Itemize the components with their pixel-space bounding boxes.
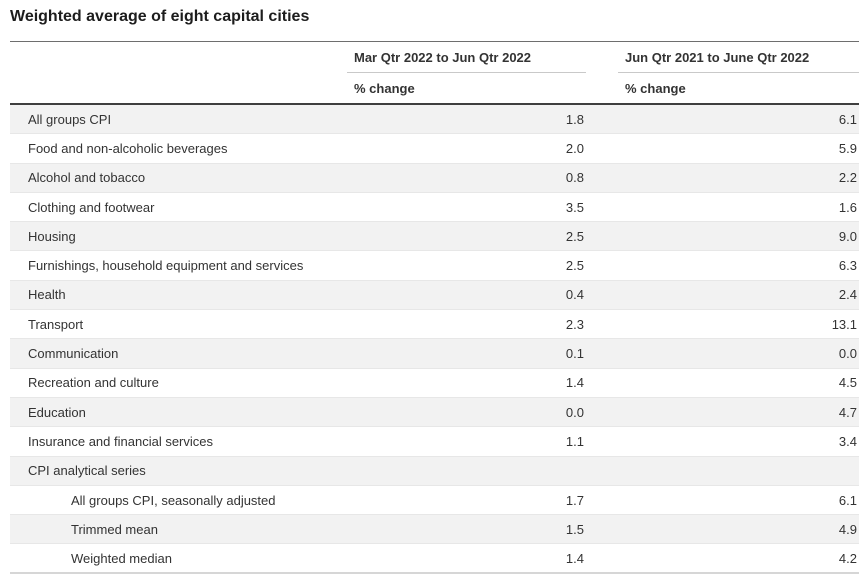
section-header-row: CPI analytical series [10, 456, 859, 486]
qtr-change-value: 1.4 [565, 375, 584, 391]
annual-change-value: 3.4 [838, 433, 857, 449]
annual-change-value: 6.1 [838, 111, 857, 127]
table-row: Furnishings, household equipment and ser… [10, 251, 859, 281]
column-header-annual: Jun Qtr 2021 to June Qtr 2022 [618, 42, 859, 73]
table-row: Health 0.4 2.4 [10, 280, 859, 311]
table-row: All groups CPI 1.8 6.1 [10, 105, 859, 135]
row-label: Weighted median [71, 550, 172, 566]
qtr-change-value: 0.4 [565, 287, 584, 303]
annual-change-value: 2.4 [838, 287, 857, 303]
row-label: Education [28, 404, 86, 420]
qtr-change-value: 3.5 [565, 199, 584, 215]
qtr-change-value: 2.0 [565, 140, 584, 156]
table-row: Clothing and footwear 3.5 1.6 [10, 193, 859, 223]
table-row: Weighted median 1.4 4.2 [10, 544, 859, 574]
unit-header-row: % change % change [10, 73, 859, 103]
annual-change-value: 4.5 [838, 375, 857, 391]
qtr-change-value: 0.1 [565, 346, 584, 362]
table-row: Food and non-alcoholic beverages 2.0 5.9 [10, 134, 859, 164]
row-label: Clothing and footwear [28, 199, 155, 215]
row-label: Transport [28, 316, 84, 332]
annual-change-value: 6.1 [838, 492, 857, 508]
cpi-table: Mar Qtr 2022 to Jun Qtr 2022 Jun Qtr 202… [10, 41, 859, 574]
row-label: Recreation and culture [28, 375, 159, 391]
table-row: Recreation and culture 1.4 4.5 [10, 369, 859, 398]
annual-change-value: 9.0 [838, 228, 857, 244]
row-label: All groups CPI, seasonally adjusted [71, 492, 276, 508]
qtr-change-value: 1.8 [565, 111, 584, 127]
annual-change-value: 5.9 [838, 140, 857, 156]
row-label: Food and non-alcoholic beverages [28, 140, 228, 156]
table-header: Mar Qtr 2022 to Jun Qtr 2022 Jun Qtr 202… [10, 41, 859, 105]
row-label: Housing [28, 228, 76, 244]
row-label: Communication [28, 346, 119, 362]
annual-change-value: 2.2 [838, 170, 857, 186]
annual-change-value: 4.9 [838, 521, 857, 537]
column-header-quarterly: Mar Qtr 2022 to Jun Qtr 2022 [347, 42, 586, 73]
row-label: Health [28, 287, 66, 303]
qtr-change-value: 1.4 [565, 550, 584, 566]
qtr-change-value: 1.1 [565, 433, 584, 449]
table-row: Alcohol and tobacco 0.8 2.2 [10, 163, 859, 193]
row-label: Alcohol and tobacco [28, 170, 146, 186]
table-row: Education 0.0 4.7 [10, 397, 859, 428]
table-row: All groups CPI, seasonally adjusted 1.7 6.… [10, 486, 859, 516]
qtr-change-value: 1.5 [565, 521, 584, 537]
qtr-change-value: 0.0 [565, 404, 584, 420]
annual-change-value: 4.2 [838, 550, 857, 566]
row-label: Trimmed mean [71, 521, 158, 537]
annual-change-value: 6.3 [838, 258, 857, 274]
table-body: All groups CPI 1.8 6.1 Food and non-alcohol… [10, 105, 859, 574]
qtr-change-value: 2.3 [565, 316, 584, 332]
table-row: Insurance and financial services 1.1 3.4 [10, 427, 859, 457]
row-label: CPI analytical series [28, 463, 146, 479]
table-row: Housing 2.5 9.0 [10, 222, 859, 252]
annual-change-value: 0.0 [838, 346, 857, 362]
row-label: All groups CPI [28, 111, 112, 127]
qtr-change-value: 2.5 [565, 228, 584, 244]
unit-label-quarterly: % change [354, 80, 415, 96]
qtr-change-value: 2.5 [565, 258, 584, 274]
table-row: Transport 2.3 13.1 [10, 310, 859, 340]
annual-change-value: 13.1 [831, 316, 857, 332]
annual-change-value: 1.6 [838, 199, 857, 215]
unit-label-annual: % change [625, 80, 686, 96]
row-label: Furnishings, household equipment and ser… [28, 258, 304, 274]
table-row: Communication 0.1 0.0 [10, 339, 859, 369]
annual-change-value: 4.7 [838, 404, 857, 420]
table-row: Trimmed mean 1.5 4.9 [10, 515, 859, 545]
page-title: Weighted average of eight capital cities [10, 8, 310, 25]
qtr-change-value: 0.8 [565, 170, 584, 186]
qtr-change-value: 1.7 [565, 492, 584, 508]
period-header-row: Mar Qtr 2022 to Jun Qtr 2022 Jun Qtr 202… [10, 42, 859, 73]
row-label: Insurance and financial services [28, 433, 213, 449]
